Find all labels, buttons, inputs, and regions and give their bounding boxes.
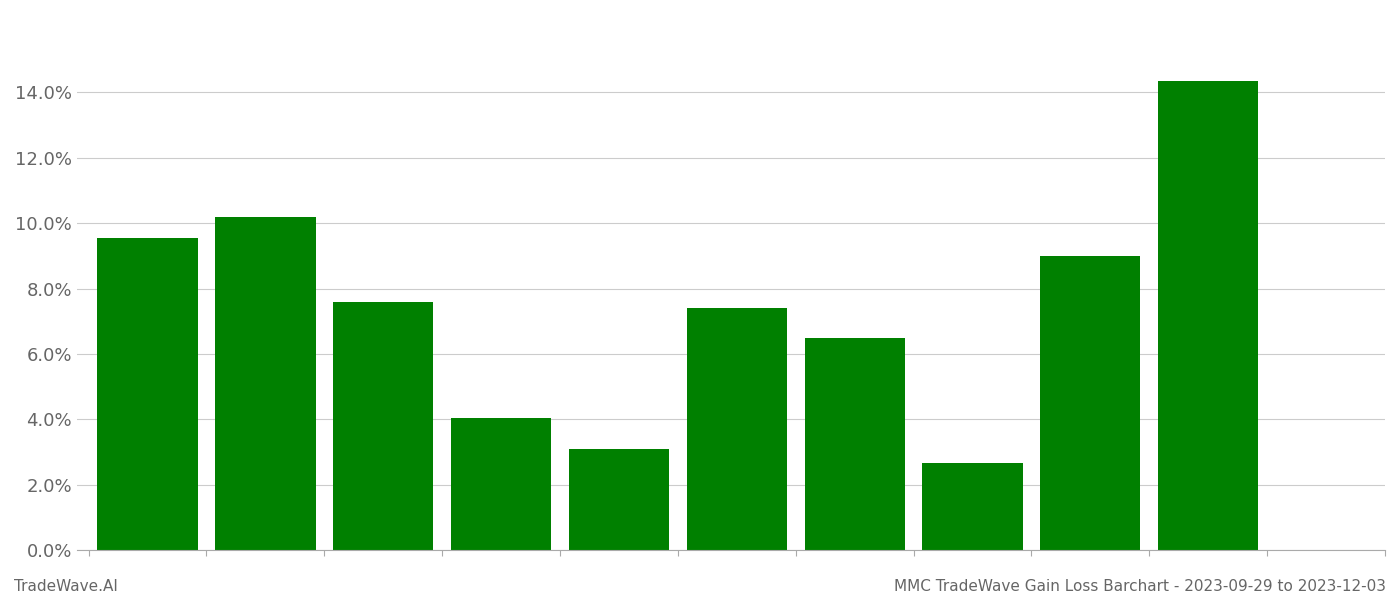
Bar: [1040, 256, 1141, 550]
Text: MMC TradeWave Gain Loss Barchart - 2023-09-29 to 2023-12-03: MMC TradeWave Gain Loss Barchart - 2023-…: [895, 579, 1386, 594]
Bar: [98, 238, 197, 550]
Bar: [216, 217, 315, 550]
Bar: [333, 302, 434, 550]
Bar: [1158, 81, 1259, 550]
Bar: [805, 338, 904, 550]
Bar: [568, 449, 669, 550]
Bar: [687, 308, 787, 550]
Text: TradeWave.AI: TradeWave.AI: [14, 579, 118, 594]
Bar: [451, 418, 552, 550]
Bar: [923, 463, 1022, 550]
